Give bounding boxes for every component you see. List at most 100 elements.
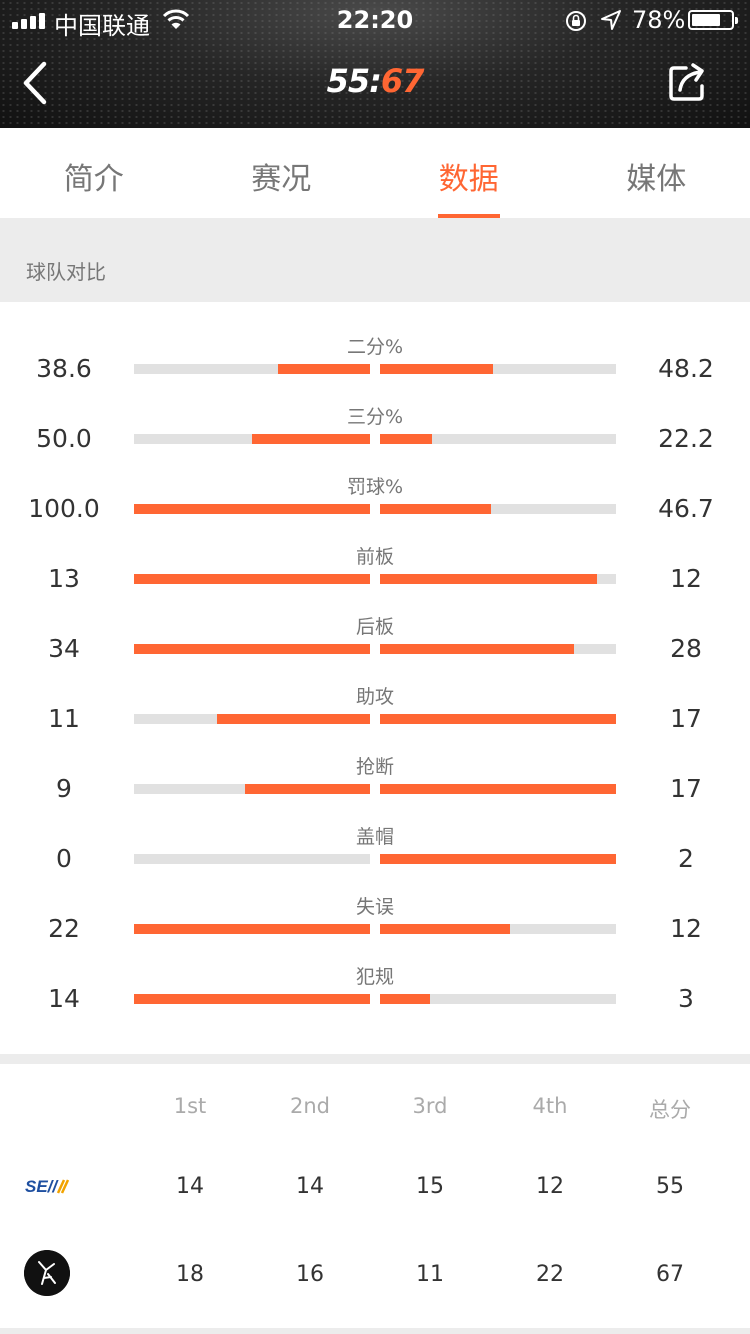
- stat-away-value: 17: [670, 774, 702, 803]
- stat-away-value: 17: [670, 704, 702, 733]
- stat-home-bar: [134, 504, 370, 514]
- stat-home-track: [134, 714, 370, 724]
- quarter-score-table: SE// 1st 2nd 3rd 4th 总分 14 14 15 12 55 18 16 11 22 67: [0, 1064, 750, 1334]
- stat-row: 盖帽 0 2: [0, 792, 750, 873]
- tab-1[interactable]: 赛况: [251, 162, 312, 197]
- stat-away-value: 12: [670, 564, 702, 593]
- stat-home-value: 50.0: [36, 424, 92, 453]
- stat-home-value: 34: [48, 634, 80, 663]
- stat-away-value: 2: [678, 844, 694, 873]
- quarter-score: 16: [296, 1262, 324, 1287]
- stat-home-value: 0: [56, 844, 72, 873]
- stat-row: 犯规 14 3: [0, 932, 750, 1013]
- stat-away-bar: [380, 994, 430, 1004]
- stat-home-value: 38.6: [36, 354, 92, 383]
- quarter-score: 18: [176, 1262, 204, 1287]
- stat-home-bar: [244, 784, 370, 794]
- stat-home-value: 100.0: [28, 494, 100, 523]
- battery-icon: [688, 10, 738, 30]
- nav-bar: 55:67: [0, 40, 750, 128]
- tab-3[interactable]: 媒体: [626, 162, 687, 197]
- section-header: 球队对比: [0, 218, 750, 302]
- stat-away-track: [380, 854, 616, 864]
- stat-home-track: [134, 364, 370, 374]
- tab-bar: 简介 赛况 数据 媒体: [0, 128, 750, 218]
- team-comparison: 二分% 38.6 48.2 三分% 50.0 22.2 罚球% 100.0 46.7 前板 13 12…: [0, 302, 750, 1054]
- stat-away-bar: [380, 574, 598, 584]
- stat-away-track: [380, 644, 616, 654]
- quarter-header: 4th: [532, 1094, 568, 1118]
- stat-away-track: [380, 574, 616, 584]
- stat-home-value: 9: [56, 774, 72, 803]
- stat-away-track: [380, 364, 616, 374]
- team-logo-text: SE//: [25, 1177, 59, 1196]
- share-icon[interactable]: [666, 60, 710, 104]
- stat-away-bar: [380, 644, 574, 654]
- quarter-score: 15: [416, 1174, 444, 1199]
- stat-home-bar: [216, 714, 370, 724]
- quarter-score: 67: [656, 1262, 684, 1287]
- stat-away-value: 46.7: [658, 494, 714, 523]
- match-score: 55:67: [0, 62, 750, 100]
- stat-away-bar: [380, 434, 432, 444]
- stat-away-track: [380, 714, 616, 724]
- stat-row: 失误 22 12: [0, 862, 750, 943]
- stat-home-bar: [134, 994, 370, 1004]
- stat-away-track: [380, 504, 616, 514]
- quarter-header: 3rd: [412, 1094, 448, 1118]
- stat-label: 助攻: [355, 686, 394, 708]
- stat-home-bar: [134, 574, 370, 584]
- stat-home-track: [134, 504, 370, 514]
- status-bar: 中国联通 22:20 78%: [0, 0, 750, 40]
- stat-away-value: 3: [678, 984, 694, 1013]
- divider: [0, 1054, 750, 1064]
- bottom-divider: [0, 1328, 750, 1334]
- stat-home-track: [134, 574, 370, 584]
- stat-away-value: 22.2: [658, 424, 714, 453]
- stat-label: 三分%: [346, 406, 404, 428]
- stat-home-value: 11: [48, 704, 80, 733]
- stat-row: 罚球% 100.0 46.7: [0, 442, 750, 523]
- stat-label: 后板: [355, 616, 394, 638]
- tab-0[interactable]: 简介: [63, 162, 124, 197]
- tab-2[interactable]: 数据: [375, 128, 563, 218]
- stat-row: 抢断 9 17: [0, 722, 750, 803]
- stat-label: 犯规: [355, 966, 394, 988]
- quarter-score: 11: [416, 1262, 444, 1287]
- stat-row: 二分% 38.6 48.2: [0, 302, 750, 383]
- stat-away-track: [380, 924, 616, 934]
- carrier-name: 中国联通: [54, 12, 150, 40]
- quarter-score: 22: [536, 1262, 564, 1287]
- stat-home-bar: [134, 644, 370, 654]
- stat-label: 抢断: [355, 756, 394, 778]
- location-arrow-icon: [601, 10, 621, 30]
- stat-home-value: 13: [48, 564, 80, 593]
- stat-away-value: 28: [670, 634, 702, 663]
- team-logo-home: SE//: [25, 1177, 70, 1196]
- stat-label: 罚球%: [346, 476, 404, 498]
- quarter-header: 总分: [649, 1098, 691, 1122]
- quarter-score: 14: [176, 1174, 204, 1199]
- stat-away-bar: [380, 854, 616, 864]
- stat-away-bar: [380, 714, 616, 724]
- stat-label: 二分%: [346, 336, 404, 358]
- stat-away-bar: [380, 784, 616, 794]
- home-score: 55: [326, 62, 371, 100]
- stat-row: 后板 34 28: [0, 582, 750, 663]
- stat-row: 前板 13 12: [0, 512, 750, 593]
- stat-home-track: [134, 434, 370, 444]
- stat-home-track: [134, 644, 370, 654]
- wifi-icon: [162, 9, 190, 29]
- stat-away-bar: [380, 924, 510, 934]
- back-button[interactable]: [14, 58, 58, 108]
- stat-row: 三分% 50.0 22.2: [0, 372, 750, 453]
- stat-home-track: [134, 784, 370, 794]
- stat-home-bar: [134, 924, 370, 934]
- quarter-score: 14: [296, 1174, 324, 1199]
- stat-label: 盖帽: [355, 826, 394, 848]
- arena-background: [0, 0, 750, 128]
- section-title: 球队对比: [26, 260, 106, 284]
- stat-away-track: [380, 434, 616, 444]
- quarter-header: 1st: [173, 1094, 207, 1118]
- signal-icon: [12, 11, 45, 29]
